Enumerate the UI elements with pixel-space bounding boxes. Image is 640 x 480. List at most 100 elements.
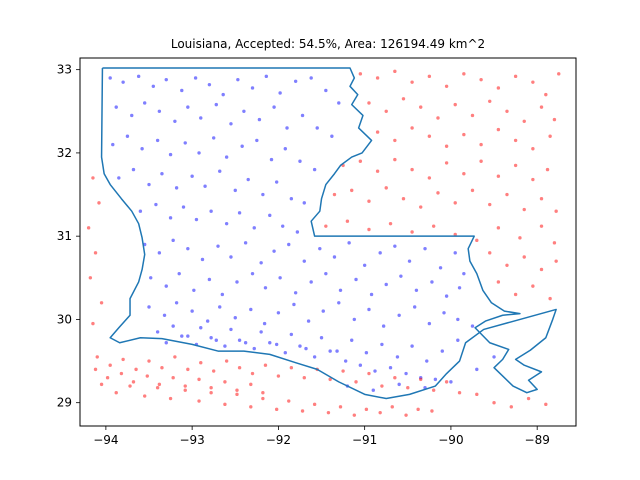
scatter-point [369, 292, 374, 297]
scatter-point [186, 367, 190, 372]
scatter-point [337, 101, 341, 105]
scatter-point [186, 105, 190, 109]
scatter-point [453, 232, 457, 237]
y-tick-label: 30 [57, 312, 72, 326]
scatter-point [384, 109, 388, 113]
scatter-point [287, 242, 291, 247]
scatter-point [419, 105, 423, 109]
scatter-point [130, 113, 134, 118]
scatter-point [453, 201, 457, 205]
scatter-point [488, 251, 492, 255]
scatter-point [243, 341, 248, 345]
scatter-point [393, 157, 397, 162]
scatter-point [262, 321, 267, 326]
scatter-point [309, 280, 313, 284]
scatter-point [457, 391, 462, 395]
chart-title: Louisiana, Accepted: 54.5%, Area: 126194… [171, 37, 485, 51]
scatter-point [414, 288, 419, 292]
scatter-point [214, 338, 218, 342]
scatter-point [410, 230, 414, 234]
scatter-point [324, 224, 328, 228]
scatter-point [209, 386, 213, 390]
scatter-point [427, 321, 432, 326]
scatter-point [380, 342, 384, 347]
scatter-point [362, 263, 367, 268]
scatter-point [412, 305, 417, 309]
scatter-point [347, 241, 351, 245]
scatter-point [274, 180, 279, 184]
scatter-point [364, 351, 369, 355]
scatter-point [462, 271, 466, 276]
scatter-point [114, 391, 118, 395]
scatter-point [341, 369, 345, 373]
scatter-point [289, 366, 294, 370]
scatter-point [155, 138, 160, 143]
scatter-point [544, 402, 548, 407]
scatter-point [453, 251, 457, 255]
scatter-point [93, 251, 98, 255]
scatter-point [457, 286, 462, 290]
scatter-point [272, 105, 276, 109]
scatter-point [427, 134, 432, 138]
scatter-point [205, 319, 210, 323]
scatter-point [364, 407, 369, 412]
scatter-point [488, 202, 492, 207]
scatter-point [155, 386, 160, 390]
x-tick-label: −89 [525, 433, 550, 447]
y-tick-label: 31 [57, 229, 72, 243]
scatter-point [164, 341, 168, 345]
scatter-point [315, 126, 319, 130]
scatter-point [255, 138, 259, 143]
scatter-point [278, 276, 282, 280]
scatter-point [539, 197, 544, 201]
scatter-point [287, 399, 291, 403]
scatter-point [131, 167, 136, 172]
scatter-point [330, 134, 334, 138]
scatter-point [95, 355, 99, 359]
scatter-point [147, 182, 151, 187]
scatter-point [236, 77, 240, 82]
scatter-point [145, 374, 149, 378]
scatter-point [168, 216, 173, 220]
scatter-point [252, 226, 256, 230]
scatter-point [229, 122, 233, 126]
scatter-point [250, 86, 255, 90]
scatter-point [209, 336, 213, 340]
scatter-point [293, 79, 298, 84]
scatter-point [431, 388, 436, 392]
scatter-point [419, 205, 423, 209]
axes-frame [79, 57, 577, 427]
scatter-point [224, 359, 229, 363]
scatter-point [375, 76, 380, 80]
scatter-point [312, 167, 317, 172]
scatter-point [105, 376, 110, 380]
scatter-point [475, 367, 479, 372]
scatter-point [223, 402, 227, 407]
scatter-point [233, 316, 237, 320]
scatter-point [449, 380, 453, 384]
scatter-point [332, 192, 337, 197]
scatter-point [492, 400, 496, 405]
scatter-point [557, 72, 561, 76]
scatter-point [423, 246, 427, 251]
scatter-point [350, 188, 354, 193]
scatter-point [218, 169, 222, 173]
scatter-point [289, 332, 294, 337]
scatter-point [381, 324, 386, 328]
scatter-point [177, 271, 181, 276]
scatter-point [492, 355, 496, 359]
scatter-point [531, 177, 535, 182]
scatter-point [250, 271, 255, 276]
scatter-point [318, 246, 322, 251]
scatter-point [223, 380, 227, 384]
scatter-point [180, 88, 184, 93]
scatter-point [430, 280, 434, 284]
scatter-point [442, 311, 446, 315]
scatter-point [121, 80, 125, 84]
scatter-point [249, 382, 253, 387]
scatter-point [470, 324, 475, 328]
scatter-point [531, 80, 535, 84]
scatter-point [378, 251, 382, 255]
scatter-point [462, 172, 466, 176]
